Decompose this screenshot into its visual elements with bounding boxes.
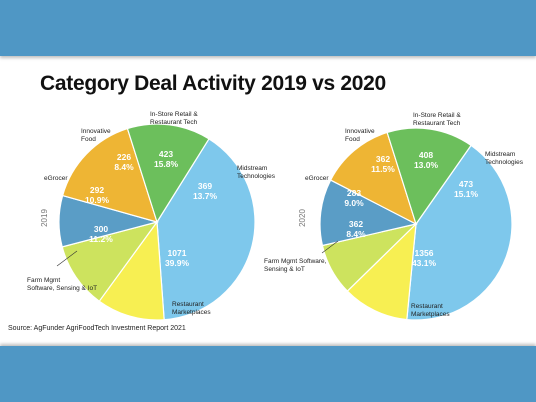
pie-slice-1-4 xyxy=(329,131,418,226)
leader-line-0 xyxy=(56,250,78,267)
pie-slice-0-2 xyxy=(61,220,159,303)
slice-value-1-2: 283 xyxy=(347,188,361,198)
pie-slice-0-4 xyxy=(61,127,158,223)
category-label-0-3: Innovative Food xyxy=(81,128,111,143)
slice-value-0-1: 300 xyxy=(94,224,108,234)
category-label-0-4: In-Store Retail & Restaurant Tech xyxy=(150,111,198,126)
slice-value-1-0: 1356 xyxy=(415,248,434,258)
top-banner xyxy=(0,0,536,56)
category-label-0-0: Restaurant Marketplaces xyxy=(172,301,211,316)
slice-value-1-3: 362 xyxy=(376,154,390,164)
category-label-1-2: eGrocer xyxy=(305,175,329,182)
category-label-0-5: Midstream Technologies xyxy=(237,165,276,180)
slice-percent-1-3: 11.5% xyxy=(371,164,395,174)
leader-line-1 xyxy=(321,240,339,254)
pie-slice-0-5 xyxy=(126,123,210,224)
source-note: Source: AgFunder AgriFoodTech Investment… xyxy=(8,325,186,332)
slice-value-0-2: 292 xyxy=(90,185,104,195)
category-label-1-4: In-Store Retail & Restaurant Tech xyxy=(413,112,461,127)
slice-percent-1-0: 43.1% xyxy=(412,258,437,268)
slice-percent-1-1: 8.4% xyxy=(346,229,366,239)
slice-percent-0-0: 39.9% xyxy=(165,258,190,268)
slice-percent-0-2: 10.9% xyxy=(85,195,110,205)
category-label-0-1: Farm Mgmt Software, Sensing & IoT xyxy=(27,277,97,292)
slice-value-1-4: 408 xyxy=(419,150,433,160)
category-label-1-0: Restaurant Marketplaces xyxy=(411,303,450,318)
pie-slice-0-0 xyxy=(156,138,256,321)
slice-value-0-0: 1071 xyxy=(168,248,187,258)
slice-value-0-5: 369 xyxy=(198,181,212,191)
slice-value-1-5: 473 xyxy=(459,179,473,189)
pie-slice-1-5 xyxy=(386,127,472,226)
slice-percent-1-5: 15.1% xyxy=(454,189,479,199)
slice-percent-0-4: 15.8% xyxy=(154,159,179,169)
slice-percent-0-1: 11.2% xyxy=(89,234,113,244)
slice-percent-1-2: 9.0% xyxy=(344,198,364,208)
bottom-banner xyxy=(0,346,536,402)
slice-value-0-3: 226 xyxy=(117,152,131,162)
pie-slice-1-0 xyxy=(406,144,513,321)
slice-value-1-1: 362 xyxy=(349,219,363,229)
year-label-1: 2020 xyxy=(298,209,307,227)
category-label-0-2: eGrocer xyxy=(44,175,68,182)
slice-percent-0-3: 8.4% xyxy=(114,162,134,172)
pie-slice-0-1 xyxy=(98,220,165,321)
category-label-1-1: Farm Mgmt Software, Sensing & IoT xyxy=(264,258,327,273)
category-label-1-3: Innovative Food xyxy=(345,128,375,143)
category-label-1-5: Midstream Technologies xyxy=(485,151,524,166)
chart-title: Category Deal Activity 2019 vs 2020 xyxy=(40,72,386,95)
pie-slice-1-3 xyxy=(319,179,418,247)
slice-percent-1-4: 13.0% xyxy=(414,160,439,170)
slice-percent-0-5: 13.7% xyxy=(193,191,218,201)
slice-value-0-4: 423 xyxy=(159,149,173,159)
year-label-0: 2019 xyxy=(40,209,49,227)
pie-slice-1-1 xyxy=(346,222,417,321)
